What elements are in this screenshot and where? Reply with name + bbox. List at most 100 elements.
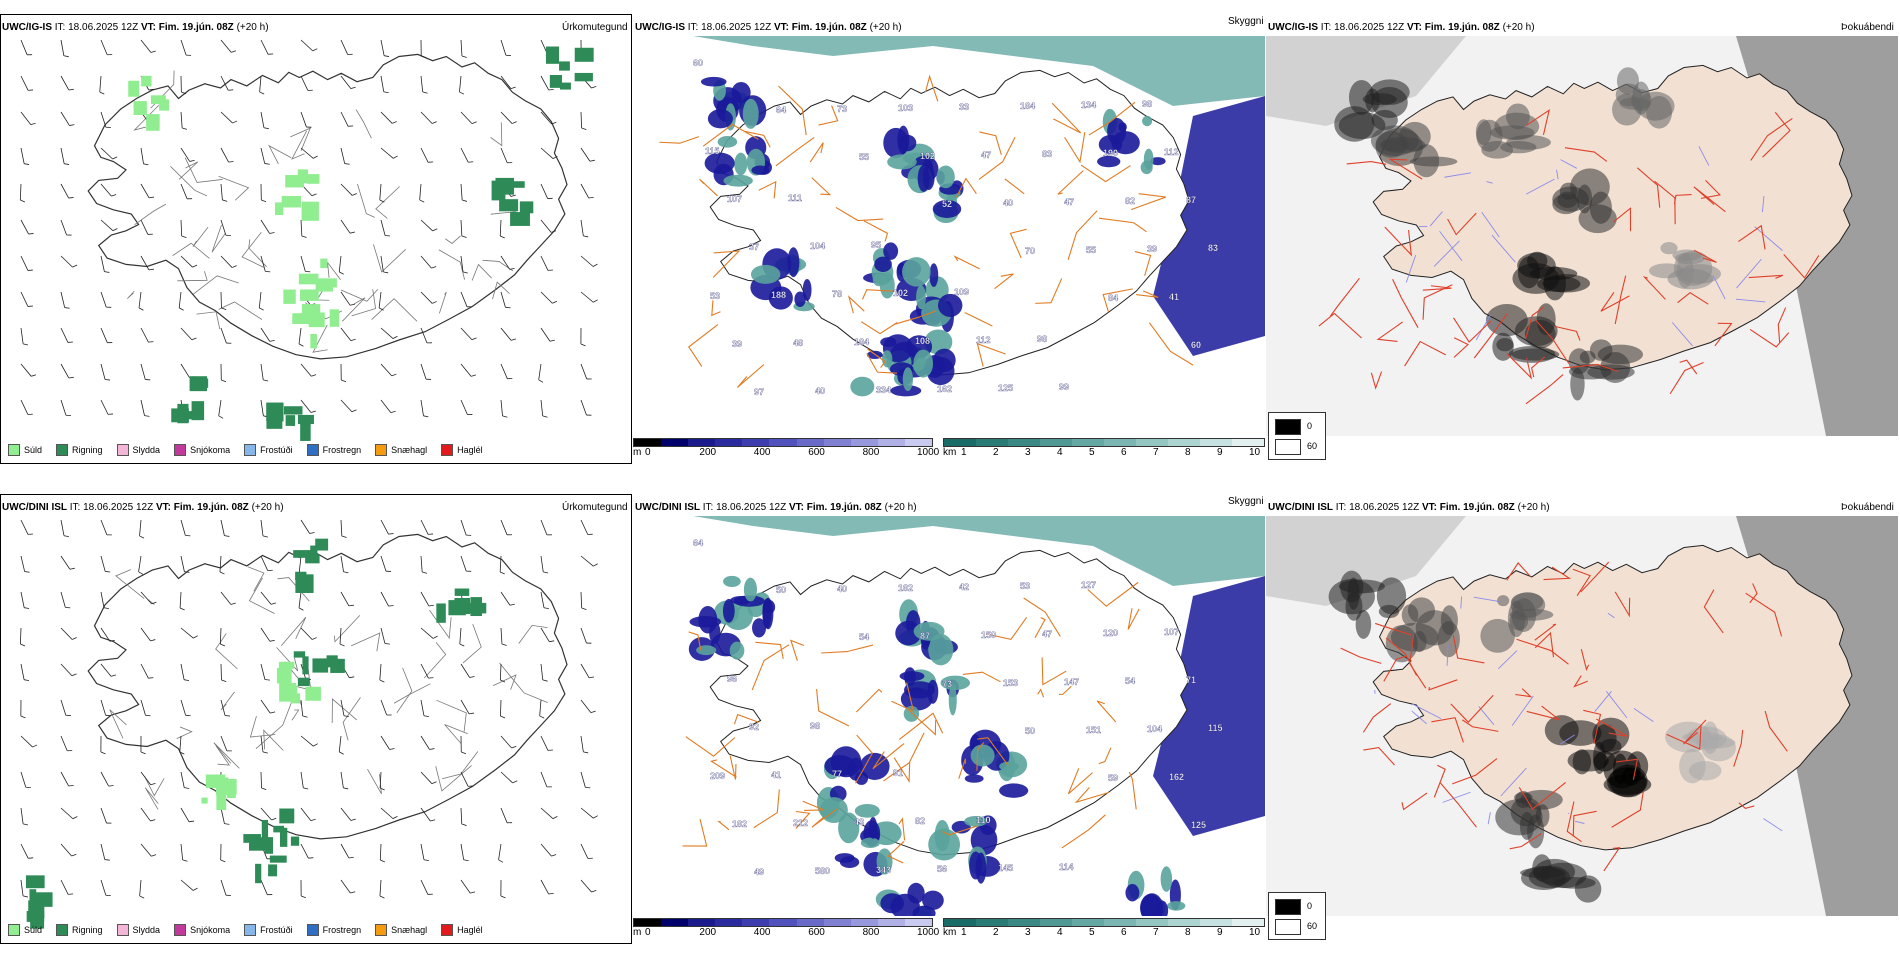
visibility-value-label: 110 xyxy=(976,815,991,825)
scale-tick-label: 1 xyxy=(961,927,967,938)
visibility-value-label: 188 xyxy=(771,290,786,300)
legend-item: Rigning xyxy=(56,924,103,936)
visibility-value-label: 104 xyxy=(1147,724,1162,734)
visibility-value-label: 83 xyxy=(1042,149,1052,159)
visibility-value-label: 77 xyxy=(832,769,842,779)
visibility-value-label: 92 xyxy=(749,722,759,732)
variable-title: Úrkomutegund xyxy=(562,22,628,34)
visibility-value-label: 43 xyxy=(854,817,864,827)
legend-label: Slydda xyxy=(133,925,161,935)
visibility-value-label: 37 xyxy=(749,242,759,252)
visibility-value-label: 134 xyxy=(1081,100,1096,110)
visibility-value-label: 182 xyxy=(898,583,913,593)
visibility-value-label: 102 xyxy=(920,151,935,161)
it-label: IT: xyxy=(1321,22,1332,33)
visibility-value-label: 42 xyxy=(959,582,969,592)
visibility-value-label: 112 xyxy=(976,335,991,345)
vt-value: Fim. 19.jún. 08Z xyxy=(792,22,867,33)
scale-tick-label: 400 xyxy=(754,927,771,938)
lead-time: (+20 h) xyxy=(252,502,284,513)
fog-map xyxy=(1266,516,1898,916)
scale-tick-label: 3 xyxy=(1025,447,1031,458)
variable-title: Þokuábendi xyxy=(1841,22,1894,34)
fog-key-white-label: 60 xyxy=(1307,441,1317,451)
visibility-value-label: 47 xyxy=(1064,197,1074,207)
legend-swatch xyxy=(117,924,129,936)
visibility-value-label: 114 xyxy=(1059,862,1074,872)
it-label: IT: xyxy=(688,22,699,33)
visibility-value-label: 98 xyxy=(810,721,820,731)
visibility-value-label: 55 xyxy=(859,152,869,162)
visibility-value-label: 50 xyxy=(1025,726,1035,736)
precip-type-map xyxy=(0,14,632,464)
legend-item: Haglél xyxy=(441,444,483,456)
vt-value: Fim. 19.jún. 08Z xyxy=(159,22,234,33)
scale-tick-label: 8 xyxy=(1185,447,1191,458)
visibility-value-label: 343 xyxy=(876,865,891,875)
scale-tick-label: 6 xyxy=(1121,447,1127,458)
visibility-value-label: 87 xyxy=(920,631,930,641)
visibility-value-label: 59 xyxy=(1108,773,1118,783)
panel-header: UWC/IG-IS IT: 18.06.2025 12Z VT: Fim. 19… xyxy=(1268,22,1535,34)
scale-tick-label: 200 xyxy=(699,447,716,458)
vt-value: Fim. 19.jún. 08Z xyxy=(1440,502,1515,513)
it-value: 18.06.2025 12Z xyxy=(68,22,138,33)
fog-key-white-label: 60 xyxy=(1307,921,1317,931)
legend-item: Slydda xyxy=(117,444,161,456)
legend-swatch xyxy=(174,924,186,936)
legend-swatch xyxy=(174,444,186,456)
visibility-value-label: 39 xyxy=(1147,244,1157,254)
visibility-value-label: 50 xyxy=(776,585,786,595)
visibility-value-label: 41 xyxy=(1169,292,1179,302)
vt-label: VT: xyxy=(774,22,789,33)
model-name: UWC/IG-IS xyxy=(1268,22,1318,33)
precip-type-map xyxy=(0,494,632,944)
visibility-value-label: 40 xyxy=(815,386,825,396)
visibility-value-label: 580 xyxy=(815,866,830,876)
model-name: UWC/DINI ISL xyxy=(2,502,67,513)
visibility-value-label: 71 xyxy=(1186,675,1196,685)
visibility-value-label: 125 xyxy=(1191,820,1206,830)
scale-tick-label: 5 xyxy=(1089,447,1095,458)
fog-panel: UWC/DINI ISL IT: 18.06.2025 12Z VT: Fim.… xyxy=(1266,494,1900,954)
visibility-value-label: 162 xyxy=(937,384,952,394)
scale-tick-label: 7 xyxy=(1153,927,1159,938)
panel-header: UWC/DINI ISL IT: 18.06.2025 12Z VT: Fim.… xyxy=(635,502,917,514)
visibility-value-label: 182 xyxy=(732,819,747,829)
model-name: UWC/DINI ISL xyxy=(1268,502,1333,513)
legend-swatch xyxy=(56,444,68,456)
legend-label: Súld xyxy=(24,925,42,935)
vt-label: VT: xyxy=(1422,502,1437,513)
legend-item: Rigning xyxy=(56,444,103,456)
visibility-value-label: 83 xyxy=(1208,243,1218,253)
scale-unit: m xyxy=(633,927,641,938)
fog-key-white-swatch xyxy=(1275,439,1301,455)
vt-label: VT: xyxy=(1407,22,1422,33)
visibility-value-label: 84 xyxy=(1108,293,1118,303)
visibility-value-label: 125 xyxy=(998,383,1013,393)
variable-title: Skyggni xyxy=(1228,496,1264,508)
visibility-value-label: 41 xyxy=(771,770,781,780)
scale-unit: km xyxy=(943,447,956,458)
visibility-value-label: 108 xyxy=(915,336,930,346)
vt-value: Fim. 19.jún. 08Z xyxy=(174,502,249,513)
scale-tick-label: 9 xyxy=(1217,447,1223,458)
legend-swatch xyxy=(117,444,129,456)
variable-title: Þokuábendi xyxy=(1841,502,1894,514)
visibility-value-label: 33 xyxy=(959,102,969,112)
model-name: UWC/IG-IS xyxy=(635,22,685,33)
vt-value: Fim. 19.jún. 08Z xyxy=(1425,22,1500,33)
legend-swatch xyxy=(375,924,387,936)
legend-label: Slydda xyxy=(133,445,161,455)
visibility-value-label: 151 xyxy=(1086,725,1101,735)
legend-label: Haglél xyxy=(457,445,483,455)
precip-type-panel: UWC/IG-IS IT: 18.06.2025 12Z VT: Fim. 19… xyxy=(0,14,632,474)
visibility-value-label: 111 xyxy=(788,193,802,203)
panel-header: UWC/DINI ISL IT: 18.06.2025 12Z VT: Fim.… xyxy=(2,502,284,514)
visibility-value-label: 212 xyxy=(793,818,808,828)
visibility-value-label: 73 xyxy=(837,104,847,114)
scale-tick-label: 5 xyxy=(1089,927,1095,938)
fog-key-black-swatch xyxy=(1275,899,1301,915)
